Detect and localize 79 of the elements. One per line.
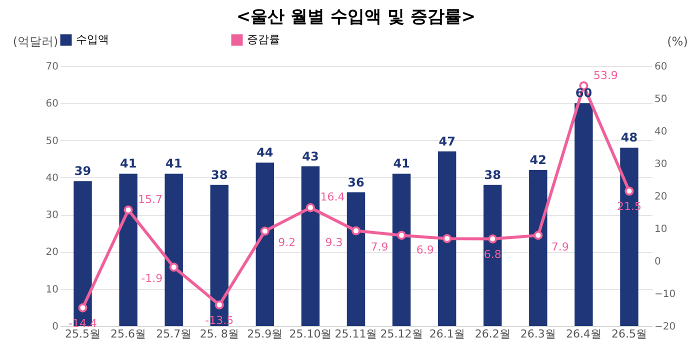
bar bbox=[119, 174, 138, 326]
data-label: 38 bbox=[484, 168, 501, 182]
x-tick-label: 26.5월 bbox=[611, 328, 647, 340]
data-label: 16.4 bbox=[320, 190, 345, 204]
y2-tick-label: −10 bbox=[654, 289, 676, 300]
point bbox=[169, 262, 178, 272]
y2-tick-label: 30 bbox=[654, 159, 668, 170]
x-tick-label: 25.10월 bbox=[289, 328, 332, 340]
x-tick-label: 25.7월 bbox=[156, 328, 192, 340]
x-tick-label: 25.11월 bbox=[334, 328, 378, 340]
data-label: 9.3 bbox=[325, 236, 343, 249]
bar bbox=[256, 162, 274, 326]
point bbox=[214, 300, 224, 310]
data-label: 42 bbox=[530, 153, 547, 167]
bar bbox=[346, 192, 366, 326]
y2-tick-label: −20 bbox=[654, 322, 676, 332]
data-label: 6.9 bbox=[416, 244, 434, 257]
bar bbox=[574, 103, 593, 326]
data-label: 7.9 bbox=[551, 240, 569, 254]
data-label: 41 bbox=[393, 156, 410, 171]
data-label: 41 bbox=[120, 156, 137, 171]
x-tick-label: 26.3월 bbox=[520, 328, 556, 340]
legend-label: 수입액 bbox=[76, 33, 109, 46]
y-tick-label: 30 bbox=[46, 210, 58, 222]
y-tick-label: 50 bbox=[46, 136, 58, 147]
x-tick-label: 25.6월 bbox=[110, 328, 146, 340]
x-tick-label: 25. 8월 bbox=[200, 328, 239, 340]
x-tick-label: 26.1월 bbox=[429, 328, 465, 340]
y2-tick-label: 60 bbox=[654, 62, 668, 72]
y-tick-label: 40 bbox=[46, 172, 58, 184]
y2-tick-label: 20 bbox=[654, 192, 668, 202]
point bbox=[260, 226, 270, 236]
data-label: 9.2 bbox=[278, 236, 296, 250]
data-label: 7.9 bbox=[370, 240, 388, 254]
point bbox=[124, 205, 133, 215]
x-tick-label: 25.9월 bbox=[247, 328, 283, 340]
y2-tick-label: 50 bbox=[654, 94, 668, 105]
bar bbox=[164, 174, 183, 326]
data-label: 36 bbox=[348, 175, 364, 190]
x-tick-label: 25.5월 bbox=[65, 328, 101, 340]
point bbox=[397, 230, 406, 240]
y-tick-label: 60 bbox=[46, 98, 58, 110]
data-label: 53.9 bbox=[593, 68, 618, 82]
point bbox=[78, 303, 88, 312]
data-label: 39 bbox=[74, 164, 92, 178]
y-tick-label: 10 bbox=[46, 284, 58, 296]
data-label: 47 bbox=[438, 134, 456, 148]
bar bbox=[484, 184, 502, 326]
data-label: 44 bbox=[256, 146, 274, 160]
point bbox=[442, 234, 452, 244]
legend-label: 증감률 bbox=[247, 33, 280, 46]
x-tick-label: 26.2월 bbox=[474, 328, 510, 340]
data-label: 41 bbox=[165, 156, 182, 171]
point bbox=[624, 186, 634, 196]
data-label: 48 bbox=[620, 130, 638, 145]
data-label: -1.9 bbox=[141, 272, 163, 286]
x-tick-label: 26.4월 bbox=[566, 328, 602, 340]
data-label: 38 bbox=[211, 168, 228, 182]
y2-tick-label: 40 bbox=[654, 126, 668, 138]
y-tick-label: 70 bbox=[46, 62, 58, 72]
y-axis-title: (억달러) bbox=[12, 34, 58, 48]
point bbox=[306, 203, 315, 212]
y-tick-label: 20 bbox=[46, 247, 58, 258]
bar bbox=[438, 151, 456, 326]
point bbox=[534, 230, 543, 240]
data-label: 6.8 bbox=[484, 248, 502, 261]
y2-tick-label: 10 bbox=[654, 224, 668, 235]
point bbox=[351, 226, 361, 236]
x-tick-label: 25.12월 bbox=[380, 328, 423, 340]
chart-title: <울산 월별 수입액 및 증감률> bbox=[236, 7, 476, 27]
point bbox=[488, 234, 498, 244]
bar bbox=[529, 170, 548, 326]
data-label: 15.7 bbox=[138, 192, 163, 206]
y-tick-label: 0 bbox=[52, 322, 58, 332]
bar bbox=[301, 166, 320, 326]
bar bbox=[392, 174, 411, 326]
data-label: 43 bbox=[302, 149, 319, 164]
y2-tick-label: 0 bbox=[654, 256, 661, 268]
y2-axis-title: (%) bbox=[667, 34, 688, 48]
